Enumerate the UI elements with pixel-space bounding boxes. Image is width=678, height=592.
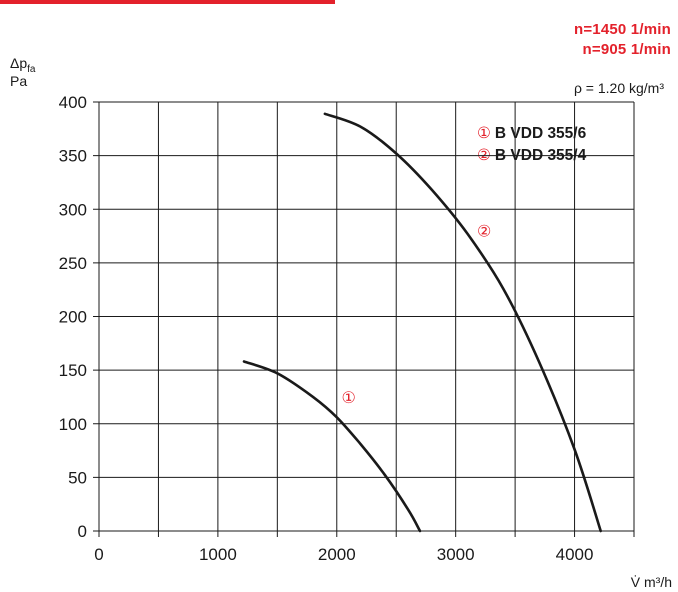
x-tick-label: 2000 [318, 545, 356, 564]
y-tick-label: 150 [59, 361, 87, 380]
x-tick-label: 3000 [437, 545, 475, 564]
x-tick-label: 4000 [556, 545, 594, 564]
y-tick-label: 350 [59, 147, 87, 166]
y-tick-label: 400 [59, 93, 87, 112]
curve-marker-1: ① [341, 390, 355, 407]
y-tick-label: 300 [59, 200, 87, 219]
y-tick-label: 100 [59, 415, 87, 434]
legend-marker-1: ① [477, 125, 491, 142]
speed-label-905: n=905 1/min [582, 41, 671, 58]
y-axis-unit: Pa [10, 73, 28, 89]
legend-label-1: B VDD 355/6 [494, 125, 587, 142]
x-tick-label: 1000 [199, 545, 237, 564]
fan-curve-2 [323, 112, 602, 533]
x-axis-unit: V̇ m³/h [630, 574, 672, 590]
y-axis-unit-symbol: Δpfa [10, 55, 36, 75]
fan-curve-1 [242, 360, 422, 533]
y-tick-label: 50 [68, 468, 87, 487]
speed-label-1450: n=1450 1/min [573, 21, 671, 38]
top-accent-bar [0, 0, 335, 4]
y-tick-label: 250 [59, 254, 87, 273]
air-density-label: ρ = 1.20 kg/m³ [573, 80, 664, 96]
y-tick-label: 0 [78, 522, 87, 541]
curve-marker-2: ② [477, 224, 491, 241]
y-tick-label: 200 [59, 308, 87, 327]
x-tick-label: 0 [94, 545, 103, 564]
y-axis-unit-subscript: fa [27, 63, 36, 75]
